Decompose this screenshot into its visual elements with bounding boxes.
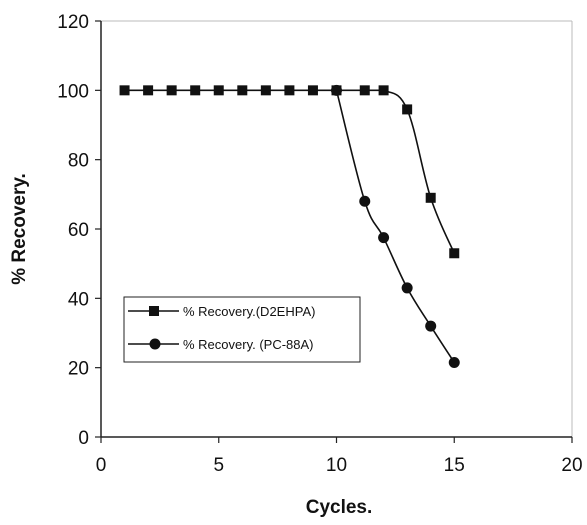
data-point-square (284, 85, 295, 96)
y-tick-label: 40 (68, 289, 89, 310)
y-tick-label: 20 (68, 359, 89, 380)
data-point-square (449, 248, 460, 259)
x-axis-title: Cycles. (306, 497, 373, 518)
data-point-square (190, 85, 201, 96)
legend-box (123, 296, 361, 363)
data-point-square (307, 85, 318, 96)
legend: % Recovery.(D2EHPA) % Recovery. (PC-88A) (123, 296, 361, 363)
data-point-square (166, 85, 177, 96)
legend-square-marker (149, 306, 159, 316)
x-tick-label: 5 (213, 455, 224, 476)
data-point-square (359, 85, 370, 96)
legend-circle-marker (149, 338, 161, 350)
data-point-circle (378, 232, 390, 244)
data-point-square (425, 192, 436, 203)
x-tick-label: 0 (96, 455, 107, 476)
legend-label-pc88a: % Recovery. (PC-88A) (183, 337, 314, 352)
y-tick-label: 120 (57, 12, 89, 33)
x-axis-ticks: 0 5 10 15 20 (96, 437, 583, 476)
y-axis-title: % Recovery. (9, 173, 30, 285)
data-point-square (237, 85, 248, 96)
data-point-circle (331, 84, 342, 96)
data-point-circle (425, 320, 437, 332)
x-tick-label: 15 (444, 455, 465, 476)
data-point-circle (448, 356, 460, 368)
data-point-circle (359, 195, 371, 207)
y-axis-ticks: 0 20 40 60 80 100 120 (57, 12, 101, 449)
data-point-square (213, 85, 224, 96)
y-tick-label: 0 (78, 428, 89, 449)
data-point-square (260, 85, 271, 96)
legend-label-d2ehpa: % Recovery.(D2EHPA) (183, 304, 315, 319)
y-tick-label: 100 (57, 81, 89, 102)
y-tick-label: 60 (68, 220, 89, 241)
data-point-square (143, 85, 154, 96)
y-tick-label: 80 (68, 151, 89, 172)
data-point-square (378, 85, 389, 96)
x-tick-label: 20 (561, 455, 582, 476)
series-layer (119, 84, 460, 368)
data-point-square (119, 85, 130, 96)
data-point-square (402, 104, 413, 115)
x-tick-label: 10 (326, 455, 347, 476)
data-point-circle (401, 282, 413, 294)
